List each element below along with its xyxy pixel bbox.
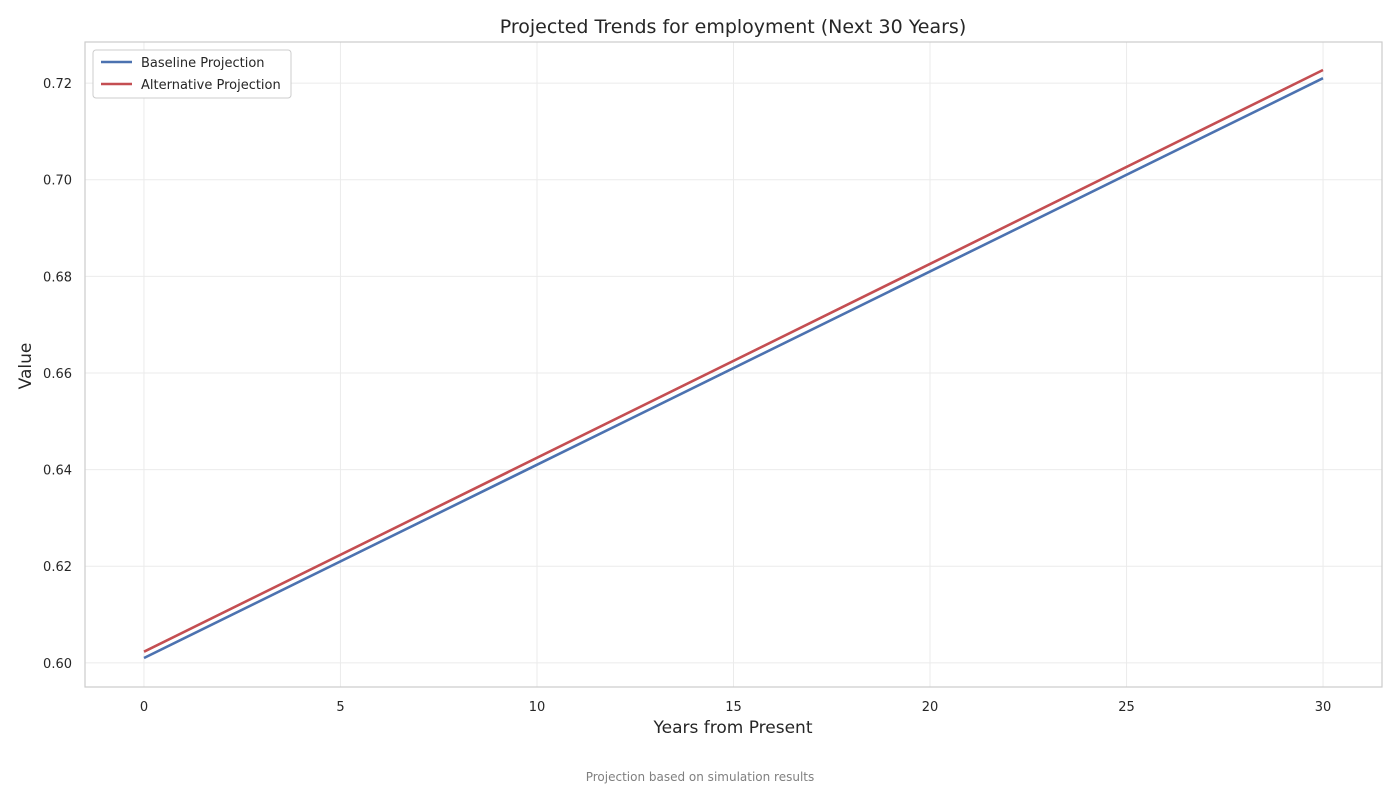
plot-area: [84, 41, 1383, 688]
chart-caption: Projection based on simulation results: [585, 770, 815, 784]
x-tick-label: 20: [922, 700, 939, 715]
y-tick-label: 0.60: [43, 657, 72, 672]
x-tick-label: 5: [336, 700, 344, 715]
series-line: [143, 77, 1324, 660]
x-axis-ticks: 0 5 10 15 20 25 30: [140, 700, 1332, 715]
x-tick-label: 25: [1118, 700, 1135, 715]
gridlines: [85, 42, 1382, 687]
legend: Baseline Projection Alternative Projectio…: [92, 49, 292, 99]
legend-box: [92, 49, 292, 99]
y-axis-ticks: 0.60 0.62 0.64 0.66 0.68 0.70 0.72: [43, 77, 72, 672]
x-axis-label: Years from Present: [652, 718, 812, 738]
x-tick-label: 10: [529, 700, 546, 715]
series-line: [143, 68, 1324, 653]
x-tick-label: 0: [140, 700, 148, 715]
legend-label: Alternative Projection: [141, 78, 281, 93]
x-tick-label: 15: [725, 700, 742, 715]
y-axis-label: Value: [16, 343, 36, 390]
y-tick-label: 0.66: [43, 367, 72, 382]
x-tick-label: 30: [1315, 700, 1332, 715]
y-tick-label: 0.70: [43, 174, 72, 189]
chart-title: Projected Trends for employment (Next 30…: [500, 16, 967, 38]
series-lines: [143, 68, 1324, 660]
y-tick-label: 0.72: [43, 77, 72, 92]
y-tick-label: 0.68: [43, 270, 72, 285]
legend-label: Baseline Projection: [141, 56, 265, 71]
y-tick-label: 0.64: [43, 464, 72, 479]
y-tick-label: 0.62: [43, 560, 72, 575]
